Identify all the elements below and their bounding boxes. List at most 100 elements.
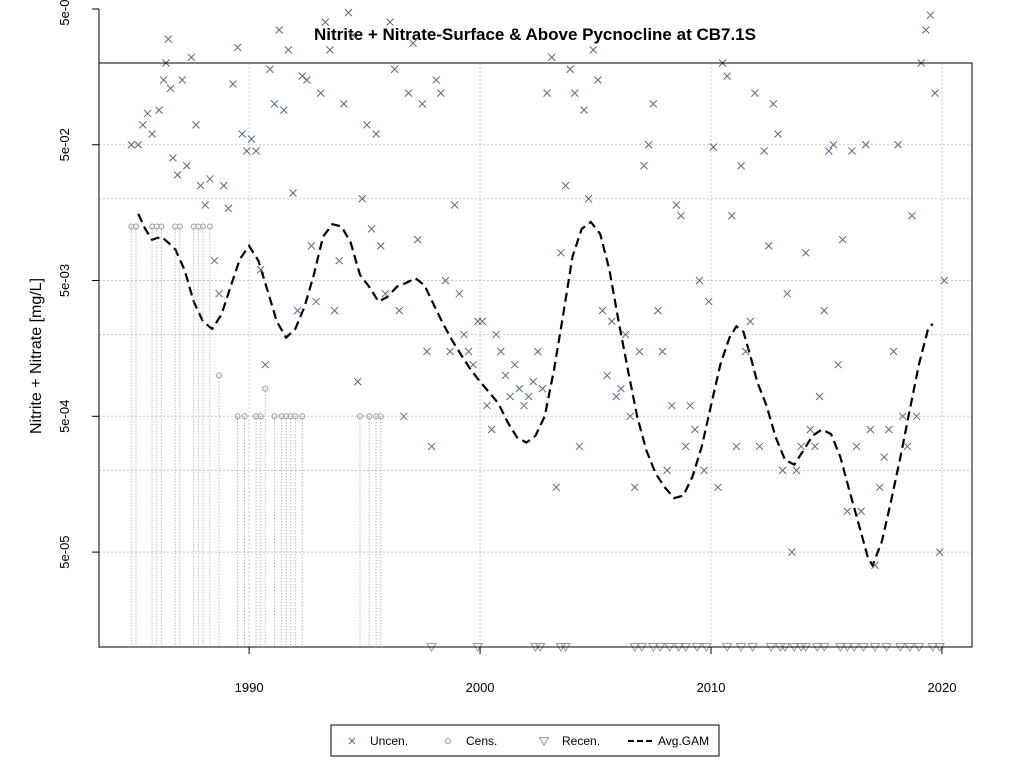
uncensored-point — [617, 384, 625, 393]
uncensored-point — [164, 35, 173, 43]
uncensored-point — [672, 201, 681, 209]
y-axis-label: Nitrite + Nitrate [mg/L] — [28, 278, 45, 434]
uncensored-point — [173, 171, 182, 179]
uncensored-point — [704, 297, 713, 306]
y-tick-label: 5e-03 — [57, 264, 72, 297]
uncensored-point — [404, 89, 413, 97]
uncensored-point — [630, 483, 639, 492]
uncensored-point — [460, 330, 468, 339]
uncensored-point — [603, 371, 611, 380]
x-tick-label: 1990 — [235, 680, 264, 695]
uncensored-point — [566, 65, 574, 74]
uncensored-point — [381, 289, 390, 298]
uncensored-point — [940, 276, 949, 285]
censored-point — [234, 413, 241, 420]
uncensored-point — [598, 306, 607, 315]
uncensored-point — [524, 392, 533, 401]
uncensored-point — [894, 140, 902, 149]
uncensored-point — [330, 306, 339, 315]
uncensored-point — [134, 140, 143, 149]
uncensored-point — [667, 401, 676, 410]
uncensored-point — [321, 18, 330, 26]
uncensored-point — [561, 181, 570, 190]
uncensored-point — [769, 100, 778, 108]
uncensored-point — [580, 106, 588, 114]
uncensored-point — [834, 360, 842, 369]
uncensored-point — [289, 189, 297, 198]
uncensored-point — [764, 242, 773, 250]
censored-point — [299, 413, 306, 420]
uncensored-point — [589, 45, 598, 54]
uncensored-point — [838, 235, 847, 244]
uncensored-point — [344, 8, 353, 17]
uncensored-point — [557, 248, 565, 257]
uncensored-point — [931, 89, 939, 97]
uncensored-point — [861, 140, 870, 149]
uncensored-point — [510, 360, 519, 369]
uncensored-point — [640, 161, 648, 170]
uncensored-point — [169, 154, 177, 162]
uncensored-point — [266, 65, 274, 74]
gam-line — [137, 213, 934, 568]
uncensored-point — [372, 130, 380, 138]
uncensored-point — [358, 194, 367, 203]
uncensored-point — [783, 289, 792, 298]
uncensored-point — [450, 201, 459, 209]
uncensored-point — [889, 347, 898, 356]
legend-label: Uncen. — [370, 734, 408, 748]
y-tick-label: 5e-02 — [57, 128, 72, 161]
uncensored-point — [547, 53, 556, 62]
uncensored-point — [737, 161, 745, 170]
uncensored-point — [658, 347, 667, 356]
uncensored-point — [478, 317, 487, 326]
uncensored-point — [751, 89, 759, 97]
uncensored-point — [654, 306, 662, 315]
uncensored-point — [492, 330, 501, 339]
uncensored-point — [714, 483, 722, 492]
uncensored-point — [792, 466, 801, 475]
censored-point — [199, 223, 206, 230]
uncensored-point — [926, 11, 935, 20]
uncensored-point — [441, 276, 450, 285]
uncensored-point — [871, 561, 879, 570]
uncensored-point — [159, 76, 168, 84]
uncensored-point — [866, 425, 875, 434]
uncensored-point — [908, 211, 916, 220]
uncensored-point — [178, 76, 186, 84]
uncensored-point — [709, 143, 718, 152]
uncensored-point — [898, 412, 907, 421]
x-tick-label: 2020 — [928, 680, 957, 695]
legend-recensored-icon — [538, 737, 550, 746]
uncensored-point — [432, 76, 441, 84]
uncensored-point — [903, 442, 912, 451]
uncensored-point — [584, 194, 593, 203]
uncensored-point — [155, 106, 163, 114]
censored-point — [262, 385, 269, 392]
uncensored-point — [686, 401, 695, 410]
uncensored-point — [363, 121, 371, 129]
uncensored-point — [649, 100, 658, 108]
uncensored-point — [811, 442, 819, 451]
uncensored-point — [732, 442, 741, 451]
uncensored-point — [242, 147, 251, 155]
x-axis: 1990 2000 2010 2020 — [235, 646, 957, 695]
uncensored-point — [829, 140, 838, 149]
uncensored-point — [774, 130, 782, 138]
uncensored-point — [400, 412, 408, 421]
uncensored-point — [284, 45, 293, 54]
y-tick-label: 5e-05 — [57, 535, 72, 568]
uncensored-point — [885, 425, 893, 434]
censored-point — [377, 413, 384, 420]
uncensored-point — [806, 425, 815, 434]
uncensored-point — [270, 100, 279, 108]
censored-lines — [130, 226, 382, 647]
censored-point — [356, 413, 363, 420]
uncensored-point — [538, 384, 547, 393]
uncensored-point — [210, 256, 219, 265]
uncensored-point — [418, 100, 427, 108]
plot-area-frame — [98, 62, 973, 648]
gam-curve — [137, 213, 934, 568]
uncensored-point — [875, 483, 884, 492]
uncensored-point — [612, 392, 621, 401]
uncensored-point — [788, 548, 796, 556]
